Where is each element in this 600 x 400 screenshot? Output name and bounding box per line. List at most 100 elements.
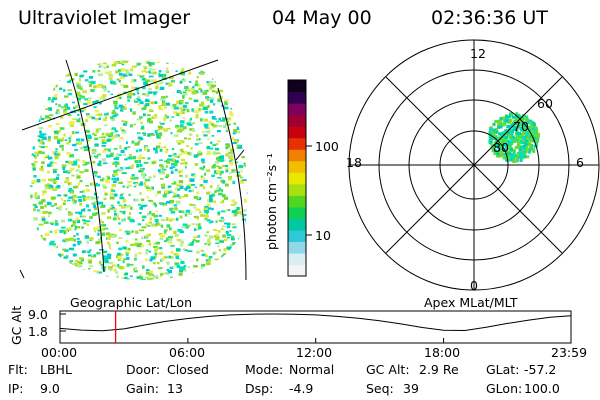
emission-pixel bbox=[62, 107, 67, 110]
emission-pixel bbox=[247, 244, 249, 246]
emission-pixel bbox=[92, 212, 97, 216]
emission-pixel bbox=[109, 192, 113, 196]
emission-pixel bbox=[188, 118, 192, 122]
emission-pixel bbox=[166, 115, 169, 119]
emission-pixel bbox=[38, 254, 43, 258]
emission-pixel bbox=[241, 258, 245, 262]
polar-emission-pixel bbox=[517, 136, 521, 140]
emission-pixel bbox=[149, 210, 152, 215]
polar-emission-pixel bbox=[519, 152, 523, 156]
emission-pixel bbox=[194, 228, 199, 231]
emission-pixel bbox=[219, 63, 225, 67]
emission-pixel bbox=[68, 161, 73, 165]
emission-pixel bbox=[144, 235, 149, 238]
emission-pixel bbox=[86, 223, 89, 226]
emission-pixel bbox=[240, 169, 243, 173]
emission-pixel bbox=[240, 235, 245, 238]
polar-emission-pixel bbox=[532, 122, 536, 126]
emission-pixel bbox=[57, 141, 61, 144]
emission-pixel bbox=[138, 148, 142, 152]
emission-pixel bbox=[115, 156, 120, 161]
emission-pixel bbox=[93, 227, 98, 231]
emission-pixel bbox=[60, 65, 64, 69]
emission-pixel bbox=[55, 148, 58, 151]
colorbar-band bbox=[288, 241, 306, 254]
emission-pixel bbox=[94, 207, 98, 211]
emission-pixel bbox=[37, 84, 40, 87]
emission-pixel bbox=[40, 235, 43, 239]
polar-emission-pixel bbox=[516, 139, 520, 143]
emission-pixel bbox=[147, 157, 151, 160]
emission-pixel bbox=[86, 240, 89, 244]
emission-pixel bbox=[95, 113, 100, 116]
emission-pixel bbox=[120, 149, 125, 154]
emission-pixel bbox=[138, 170, 141, 173]
emission-pixel bbox=[173, 162, 178, 167]
emission-pixel bbox=[209, 268, 213, 271]
emission-pixel bbox=[235, 246, 239, 250]
emission-pixel bbox=[75, 105, 79, 108]
emission-pixel bbox=[225, 167, 230, 170]
polar-emission-pixel bbox=[523, 129, 527, 133]
emission-pixel bbox=[118, 69, 123, 72]
polar-emission-pixel bbox=[509, 119, 513, 123]
emission-pixel bbox=[107, 253, 112, 257]
emission-pixel bbox=[193, 236, 198, 239]
emission-pixel bbox=[237, 103, 240, 107]
emission-pixel bbox=[117, 217, 121, 221]
emission-pixel bbox=[222, 86, 225, 89]
emission-pixel bbox=[233, 171, 237, 173]
emission-pixel bbox=[151, 101, 155, 105]
emission-pixel bbox=[219, 240, 224, 243]
emission-pixel bbox=[33, 60, 38, 62]
emission-pixel bbox=[223, 196, 229, 200]
emission-pixel bbox=[224, 281, 228, 284]
emission-pixel bbox=[34, 151, 39, 155]
emission-pixel bbox=[158, 70, 162, 73]
emission-pixel bbox=[184, 187, 188, 191]
emission-pixel bbox=[178, 195, 182, 199]
emission-pixel bbox=[182, 104, 187, 108]
emission-pixel bbox=[196, 115, 199, 118]
emission-pixel bbox=[211, 193, 215, 197]
emission-pixel bbox=[146, 114, 151, 117]
polar-emission-pixel bbox=[494, 134, 498, 138]
emission-pixel bbox=[250, 284, 252, 286]
polar-plot bbox=[348, 39, 600, 291]
emission-pixel bbox=[245, 60, 248, 63]
emission-pixel bbox=[77, 113, 80, 116]
emission-pixel bbox=[153, 79, 157, 83]
emission-pixel bbox=[79, 269, 85, 272]
emission-pixel bbox=[44, 186, 49, 190]
emission-pixel bbox=[123, 278, 128, 281]
polar-emission-pixel bbox=[507, 133, 511, 137]
emission-pixel bbox=[67, 171, 71, 174]
emission-pixel bbox=[127, 184, 132, 187]
emission-pixel bbox=[75, 217, 79, 221]
emission-pixel bbox=[91, 89, 95, 93]
emission-pixel bbox=[86, 137, 91, 141]
colorbar-band bbox=[288, 172, 306, 185]
emission-pixel bbox=[133, 123, 137, 126]
emission-pixel bbox=[173, 253, 177, 256]
emission-pixel bbox=[73, 160, 78, 163]
emission-pixel bbox=[107, 56, 112, 59]
emission-pixel bbox=[92, 60, 95, 63]
emission-pixel bbox=[198, 142, 203, 145]
emission-pixel bbox=[217, 245, 220, 248]
emission-pixel bbox=[149, 67, 152, 72]
emission-pixel bbox=[218, 95, 222, 99]
emission-pixel bbox=[160, 98, 164, 101]
emission-pixel bbox=[59, 70, 64, 74]
emission-pixel bbox=[196, 215, 199, 220]
emission-pixel bbox=[128, 193, 131, 197]
emission-pixel bbox=[113, 216, 116, 219]
emission-pixel bbox=[105, 232, 111, 236]
polar-emission-pixel bbox=[515, 118, 519, 122]
emission-pixel bbox=[178, 102, 183, 105]
colorbar-band bbox=[288, 195, 306, 208]
emission-pixel bbox=[42, 67, 46, 70]
emission-pixel bbox=[30, 153, 34, 156]
emission-pixel bbox=[133, 182, 138, 185]
dsp-value: -4.9 bbox=[289, 381, 314, 396]
